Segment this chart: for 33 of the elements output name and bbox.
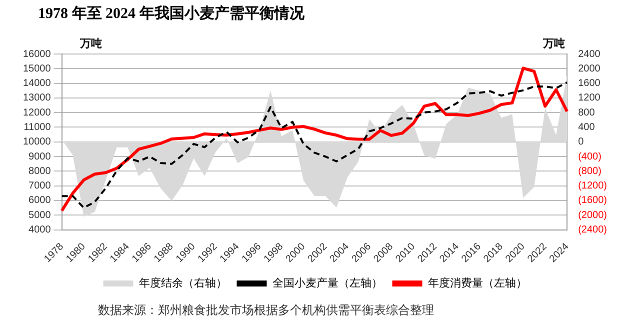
legend-label: 年度结余（右轴） (138, 276, 227, 290)
y2-tick-label: 2000 (578, 63, 601, 74)
y2-axis-title: 万吨 (543, 36, 565, 51)
y2-tick-label: 0 (578, 136, 584, 148)
source-note: 数据来源：郑州粮食批发市场根据多个机构供需平衡表综合整理 (98, 302, 434, 319)
y-tick-label: 8000 (28, 166, 52, 177)
y2-tick-label: (1200) (578, 180, 607, 192)
y-tick-label: 9000 (28, 151, 52, 162)
y2-tick-label: 1600 (578, 78, 601, 90)
y-axis-title: 万吨 (80, 36, 102, 51)
y-tick-label: 14000 (22, 78, 52, 90)
y-tick-label: 7000 (28, 180, 52, 192)
y2-tick-label: 2400 (578, 48, 601, 60)
y2-tick-label: (2000) (578, 210, 607, 221)
y-tick-label: 10000 (22, 136, 52, 148)
y-tick-label: 16000 (22, 48, 52, 60)
y-tick-label: 15000 (22, 63, 52, 74)
y2-tick-label: (1600) (578, 195, 607, 206)
y-tick-label: 5000 (28, 210, 52, 221)
y-tick-label: 6000 (28, 195, 52, 206)
y-tick-label: 12000 (22, 107, 52, 118)
legend-label: 全国小麦产量（左轴） (272, 276, 382, 290)
y-tick-label: 13000 (22, 92, 52, 104)
y2-tick-label: 800 (578, 107, 596, 118)
y2-tick-label: (800) (578, 166, 602, 177)
y-tick-label: 11000 (24, 122, 52, 133)
y2-tick-label: 400 (578, 122, 596, 133)
y2-tick-label: (400) (578, 151, 602, 162)
y2-tick-label: 1200 (578, 92, 601, 104)
y-tick-label: 4000 (28, 224, 52, 236)
legend-label: 年度消费量（左轴） (428, 276, 527, 290)
chart-title: 1978 年至 2024 年我国小麦产需平衡情况 (38, 4, 304, 23)
y2-tick-label: (2400) (578, 224, 607, 236)
